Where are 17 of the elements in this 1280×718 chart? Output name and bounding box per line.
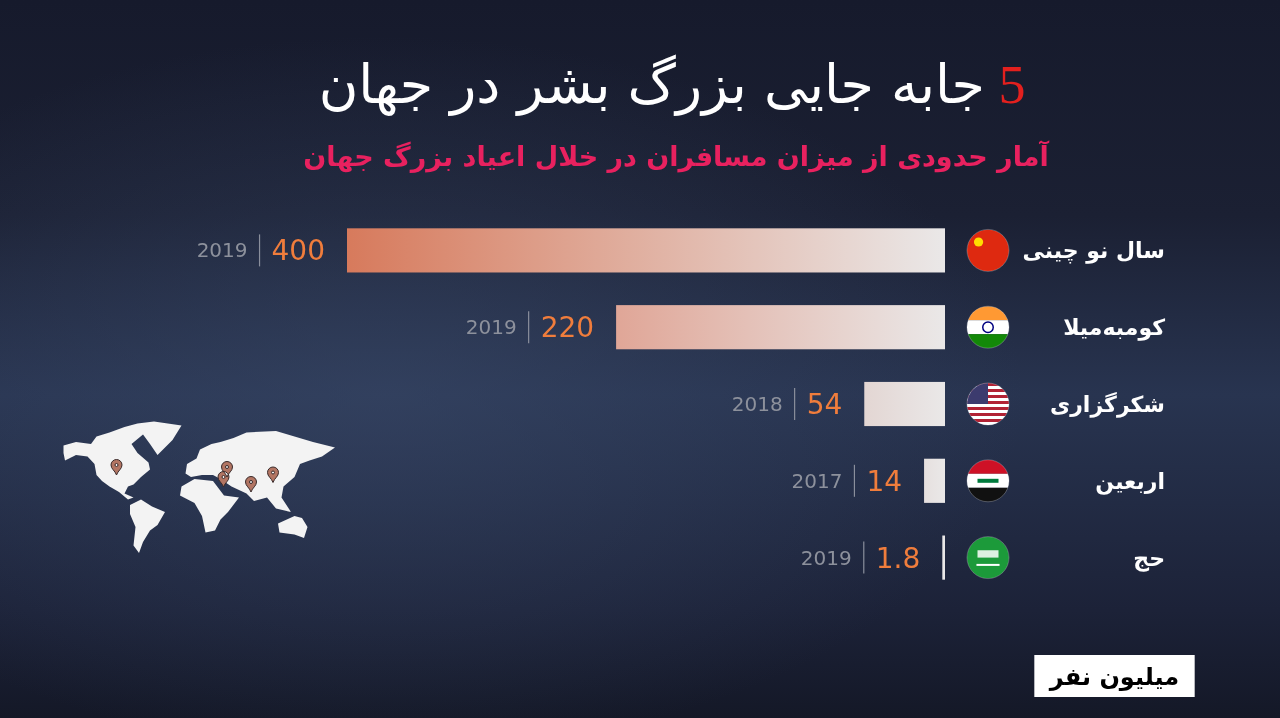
- annotation: میلیون نفر: [1049, 663, 1180, 691]
- data-label: 14: [866, 464, 903, 498]
- data-label: 220: [540, 311, 595, 345]
- chart-subtitle: آمار حدودی از میزان مسافران در خلال اعیاد بزرگ جهان: [303, 140, 1050, 173]
- y-tick-label: سال نو چینی: [1022, 238, 1165, 265]
- data-label: 1.8: [875, 541, 921, 575]
- annotation: 2019: [800, 545, 852, 570]
- annotation: 2019: [196, 238, 248, 263]
- annotation: 2019: [465, 315, 517, 340]
- data-label: 54: [806, 388, 843, 421]
- y-tick-label: اربعین: [1095, 468, 1165, 495]
- annotation: 2018: [731, 392, 783, 416]
- data-label: 400: [271, 234, 325, 268]
- annotation: 2017: [791, 468, 843, 493]
- y-tick-label: شکرگزاری: [1050, 391, 1165, 418]
- y-tick-label: کومبه‌میلا: [1063, 315, 1166, 342]
- y-tick-label: حج: [1133, 545, 1165, 572]
